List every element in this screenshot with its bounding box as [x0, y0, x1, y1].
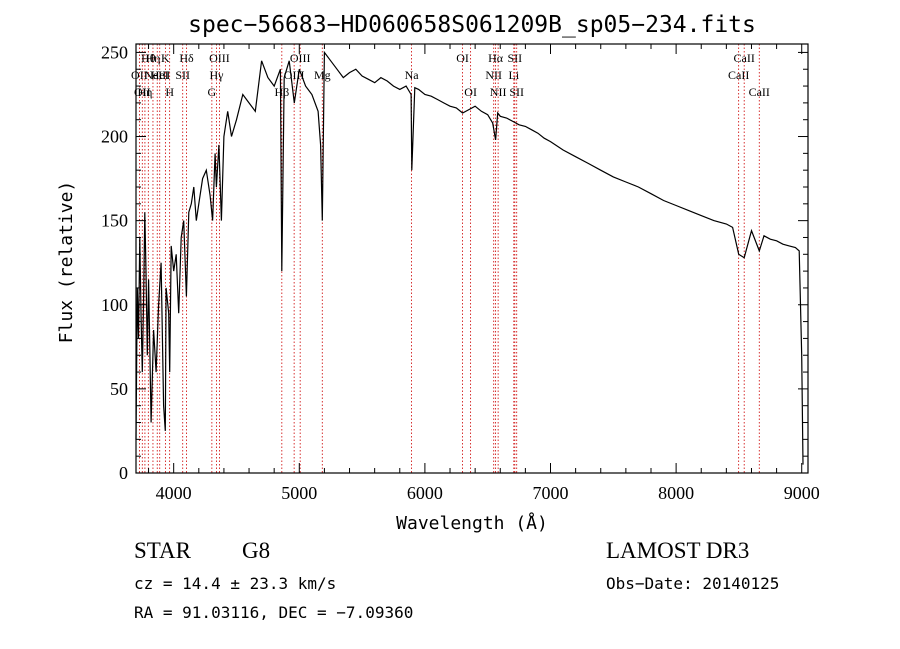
- line-label-16: OIII: [290, 51, 311, 65]
- spectrum-line: [135, 50, 804, 465]
- x-tick-label-1: 5000: [281, 483, 317, 503]
- axis-ticks: 4000 5000 6000 7000 8000 9000 0 50 100 150 200 250: [101, 42, 820, 503]
- chart-title: spec−56683−HD060658S061209B_sp05−234.fit…: [188, 12, 756, 38]
- x-tick-label-0: 4000: [156, 483, 192, 503]
- line-label-6: HeI: [151, 68, 169, 82]
- x-tick-label-4: 8000: [658, 483, 694, 503]
- line-label-11: G: [208, 85, 217, 99]
- y-tick-label-1: 50: [110, 379, 128, 399]
- x-tick-label-5: 9000: [784, 483, 820, 503]
- line-label-17: Mg: [314, 68, 331, 82]
- line-label-9: SII: [175, 68, 190, 82]
- redshift-velocity: cz = 14.4 ± 23.3 km/s: [134, 574, 337, 593]
- observation-date: Obs−Date: 20140125: [606, 574, 780, 593]
- object-class: STAR: [134, 538, 191, 563]
- x-tick-label-2: 6000: [407, 483, 443, 503]
- line-label-3: Hθ: [141, 51, 156, 65]
- spectral-lines: [138, 44, 760, 473]
- x-tick-label-3: 7000: [533, 483, 569, 503]
- line-label-8: H: [165, 85, 174, 99]
- line-label-10: Hδ: [179, 51, 194, 65]
- line-label-12: Hγ: [210, 68, 225, 82]
- line-label-7: K: [161, 51, 170, 65]
- line-label-14: Hβ: [274, 85, 289, 99]
- survey-name: LAMOST DR3: [606, 538, 750, 563]
- line-label-1: OII: [134, 85, 151, 99]
- coordinates: RA = 91.03116, DEC = −7.09360: [134, 603, 414, 622]
- line-label-13: OIII: [209, 51, 230, 65]
- line-label-28: CaII: [734, 51, 755, 65]
- line-label-26: SII: [509, 85, 524, 99]
- line-label-20: OI: [464, 85, 477, 99]
- line-label-19: OI: [456, 51, 469, 65]
- object-subclass: G8: [242, 538, 271, 563]
- x-axis-label: Wavelength (Å): [396, 512, 548, 534]
- line-label-4: Hη: [145, 51, 160, 65]
- line-label-0: OII: [131, 68, 148, 82]
- line-label-25: SII: [507, 51, 522, 65]
- y-axis-label: Flux (relative): [56, 181, 77, 344]
- y-tick-label-3: 150: [101, 211, 128, 231]
- line-labels: OIIOIIHηHθHηNeIIIHeIKHSIIHδGHγOIIIHβOIII…: [131, 51, 770, 99]
- line-label-21: NII: [485, 68, 502, 82]
- y-tick-label-5: 250: [101, 42, 128, 62]
- y-tick-label-0: 0: [119, 463, 128, 483]
- line-label-27: CaII: [728, 68, 749, 82]
- line-label-24: Li: [508, 68, 519, 82]
- line-label-23: NII: [490, 85, 507, 99]
- y-tick-label-4: 200: [101, 127, 128, 147]
- y-tick-label-2: 100: [101, 295, 128, 315]
- line-label-22: Hα: [488, 51, 504, 65]
- line-label-29: CaII: [749, 85, 770, 99]
- line-label-15: OIII: [284, 68, 305, 82]
- plot-frame: [135, 43, 809, 474]
- line-label-18: Na: [405, 68, 420, 82]
- line-label-2: Hη: [137, 85, 152, 99]
- line-label-5: NeIII: [144, 68, 170, 82]
